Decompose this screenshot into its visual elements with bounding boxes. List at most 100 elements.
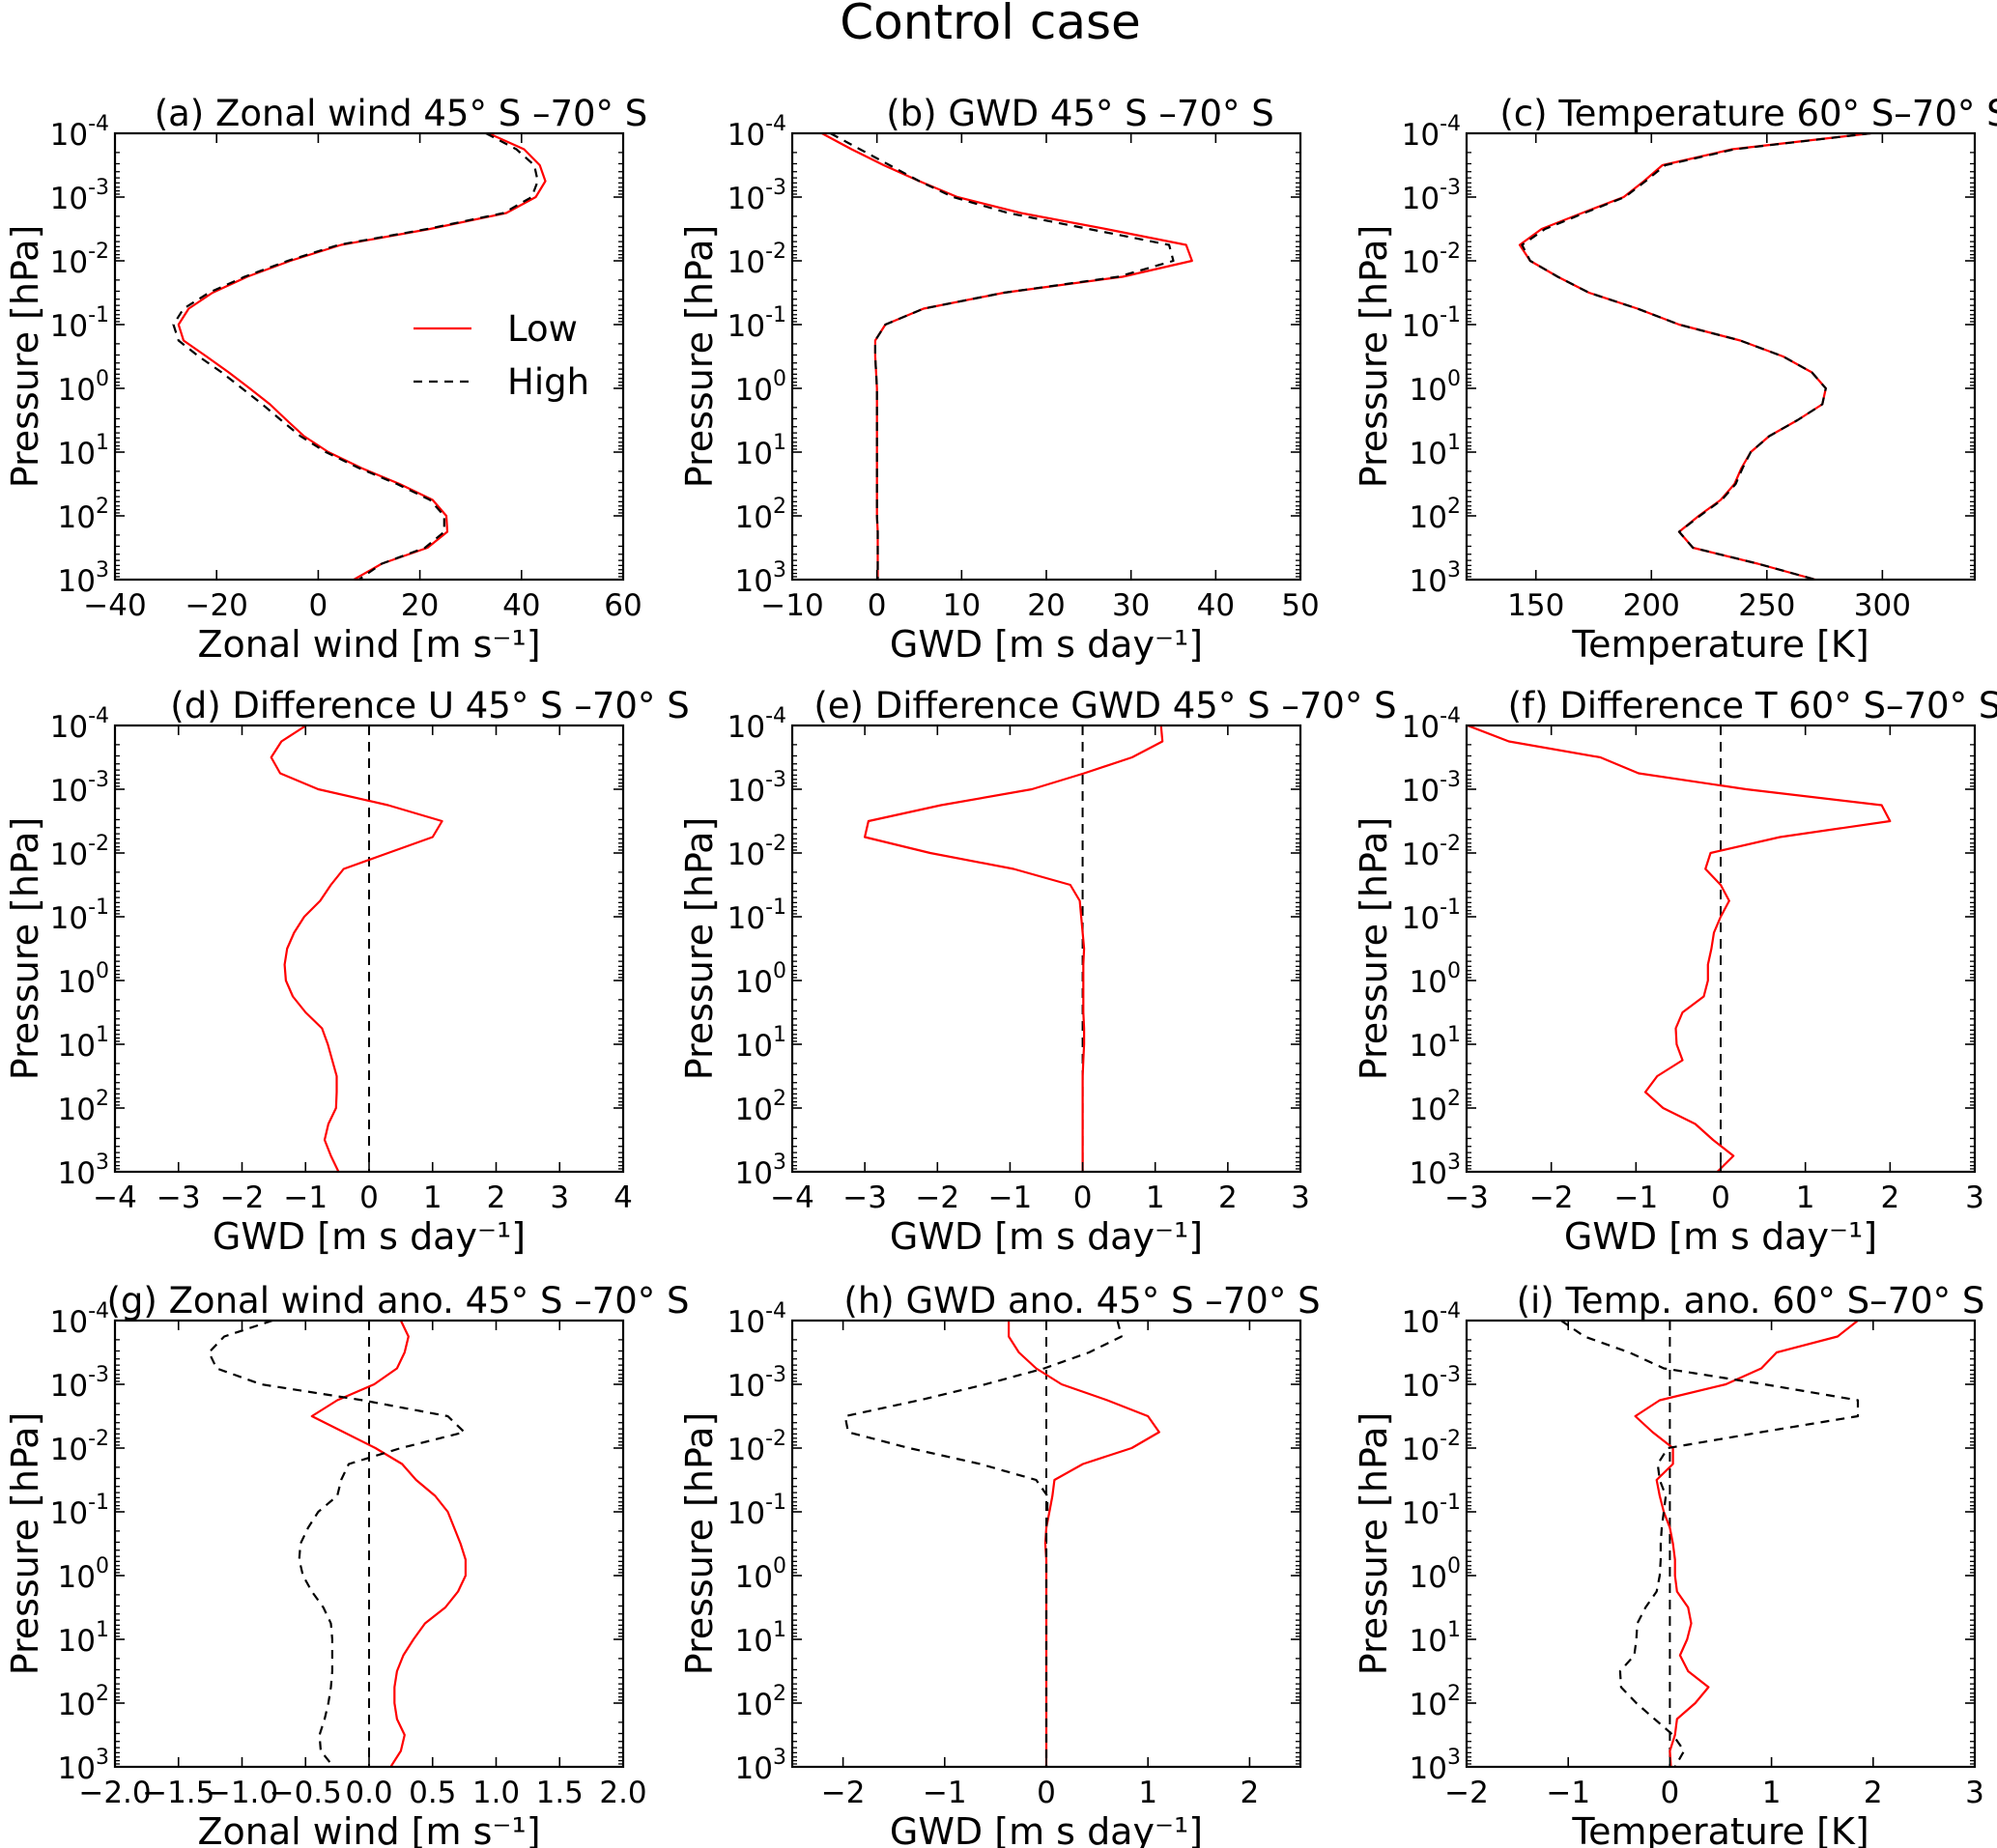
x-tick-label: 30: [1112, 588, 1150, 623]
y-tick-exponent: 3: [96, 558, 109, 583]
x-tick-label: −3: [842, 1180, 887, 1215]
y-tick-exponent: 2: [773, 1682, 786, 1706]
legend-label-low: Low: [507, 308, 578, 350]
y-axis-label: Pressure [hPa]: [678, 225, 721, 489]
subplot-f: (f) Difference T 60° S–70° S10-410-310-2…: [1353, 685, 1997, 1258]
x-tick-label: 1: [1138, 1776, 1157, 1810]
y-tick-exponent: 1: [773, 1618, 786, 1642]
subplot-g: (g) Zonal wind ano. 45° S –70° S10-410-3…: [4, 1280, 690, 1848]
x-tick-label: 0: [1073, 1180, 1093, 1215]
subplot-title: (a) Zonal wind 45° S –70° S: [155, 93, 648, 134]
y-tick-base: 10: [727, 774, 765, 809]
y-tick-exponent: 3: [96, 1151, 109, 1175]
x-tick-label: −10: [760, 588, 823, 623]
y-tick-base: 10: [1410, 373, 1447, 408]
x-tick-label: 150: [1507, 588, 1564, 623]
x-tick-label: 2: [1864, 1776, 1883, 1810]
y-tick-exponent: -1: [765, 1491, 786, 1515]
axes-frame: [1465, 1319, 1977, 1769]
x-tick-label: 1.0: [472, 1776, 520, 1810]
y-tick-base: 10: [50, 118, 88, 153]
y-tick-base: 10: [1402, 1433, 1440, 1467]
y-tick-label: 10-3: [1402, 176, 1461, 216]
y-tick-exponent: -2: [765, 240, 786, 264]
y-tick-exponent: 1: [96, 1618, 109, 1642]
y-tick-label: 101: [735, 431, 786, 471]
subplot-title: (i) Temp. ano. 60° S–70° S: [1517, 1280, 1985, 1322]
y-tick-label: 10-4: [1402, 1299, 1461, 1340]
y-tick-exponent: 1: [1447, 1618, 1461, 1642]
y-tick-exponent: 1: [1447, 431, 1461, 455]
y-tick-base: 10: [1402, 774, 1440, 809]
y-tick-exponent: -4: [88, 112, 109, 136]
y-tick-base: 10: [1402, 1305, 1440, 1340]
x-tick-label: 50: [1281, 588, 1319, 623]
y-tick-label: 102: [58, 1087, 109, 1127]
y-tick-exponent: -2: [1440, 240, 1461, 264]
y-tick-exponent: -4: [765, 112, 786, 136]
y-tick-base: 10: [727, 118, 765, 153]
series-line-high: [829, 133, 1175, 580]
axes-frame: [113, 1319, 625, 1769]
y-tick-base: 10: [1402, 838, 1440, 872]
y-tick-exponent: 3: [773, 1151, 786, 1175]
y-tick-base: 10: [1402, 118, 1440, 153]
subplot-title: (b) GWD 45° S –70° S: [886, 93, 1274, 134]
y-tick-base: 10: [727, 1305, 765, 1340]
subplot-b: (b) GWD 45° S –70° S10-410-310-210-11001…: [678, 93, 1320, 666]
y-tick-base: 10: [735, 1751, 773, 1786]
y-tick-base: 10: [735, 500, 773, 535]
y-tick-exponent: 1: [1447, 1023, 1461, 1047]
y-tick-base: 10: [735, 437, 773, 471]
x-tick-label: −2: [1444, 1776, 1489, 1810]
x-axis-label: GWD [m s day⁻¹]: [890, 1215, 1203, 1258]
legend: Low High: [414, 308, 589, 403]
x-tick-label: −2: [821, 1776, 866, 1810]
y-tick-base: 10: [735, 965, 773, 1000]
x-tick-label: 2: [487, 1180, 506, 1215]
series-line-difference: [270, 725, 443, 1172]
y-tick-exponent: 1: [773, 431, 786, 455]
y-tick-exponent: -3: [765, 768, 786, 792]
y-tick-label: 101: [58, 1618, 109, 1659]
y-tick-exponent: 0: [96, 367, 109, 391]
x-tick-label: 1: [423, 1180, 442, 1215]
y-tick-label: 10-4: [1402, 704, 1461, 745]
y-tick-base: 10: [727, 245, 765, 280]
y-tick-exponent: 0: [96, 1554, 109, 1578]
x-tick-label: −2: [915, 1180, 959, 1215]
y-tick-label: 10-3: [50, 768, 109, 809]
y-tick-base: 10: [727, 710, 765, 745]
y-tick-exponent: -2: [88, 1427, 109, 1451]
y-tick-exponent: -1: [88, 303, 109, 327]
x-tick-label: 2: [1241, 1776, 1260, 1810]
y-tick-exponent: -4: [1440, 1299, 1461, 1323]
x-tick-label: 4: [613, 1180, 633, 1215]
y-tick-base: 10: [1410, 1751, 1447, 1786]
y-tick-base: 10: [50, 901, 88, 936]
subplot-grid: (a) Zonal wind 45° S –70° S10-410-310-21…: [4, 93, 1997, 1848]
subplot-title: (e) Difference GWD 45° S –70° S: [813, 685, 1396, 726]
x-tick-label: 1: [1796, 1180, 1815, 1215]
y-tick-exponent: -2: [765, 832, 786, 856]
x-tick-label: 0: [309, 588, 328, 623]
y-tick-exponent: -3: [1440, 768, 1461, 792]
series-line-high: [208, 1321, 466, 1767]
x-tick-label: −2.0: [78, 1776, 151, 1810]
x-tick-label: 0: [359, 1180, 379, 1215]
y-tick-exponent: -2: [1440, 832, 1461, 856]
y-tick-label: 101: [1410, 431, 1461, 471]
series-line-high: [172, 133, 539, 580]
y-axis-label: Pressure [hPa]: [1353, 1412, 1395, 1676]
y-tick-label: 10-3: [727, 1363, 786, 1404]
y-tick-label: 10-2: [1402, 240, 1461, 280]
y-tick-label: 10-3: [50, 176, 109, 216]
y-tick-base: 10: [1410, 500, 1447, 535]
x-tick-label: −2: [220, 1180, 265, 1215]
x-tick-label: −1: [1546, 1776, 1590, 1810]
series-line-low: [821, 133, 1193, 580]
y-tick-base: 10: [58, 437, 96, 471]
y-tick-exponent: 2: [96, 1087, 109, 1111]
y-tick-base: 10: [1410, 1688, 1447, 1722]
y-tick-exponent: 2: [96, 1682, 109, 1706]
